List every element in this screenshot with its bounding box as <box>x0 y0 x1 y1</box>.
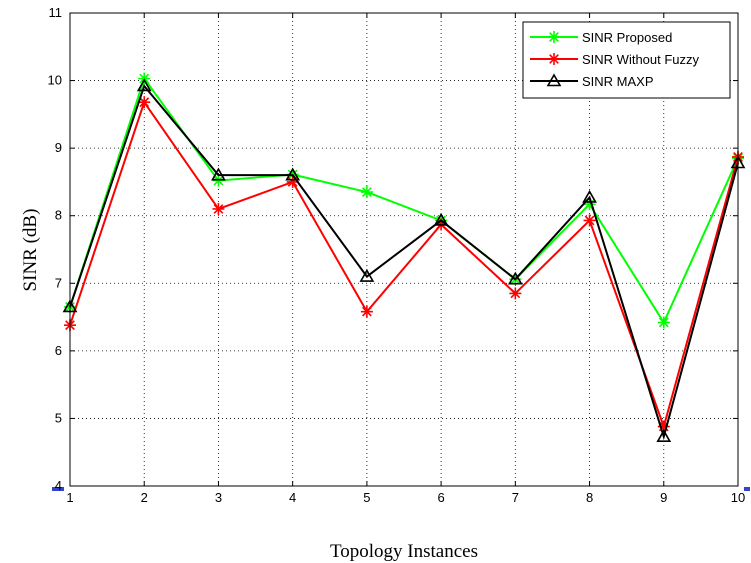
legend: SINR Proposed SINR Without Fuzzy SINR MAXP <box>522 21 731 99</box>
data-point-marker <box>583 214 596 227</box>
x-tick-label: 8 <box>586 490 593 505</box>
data-point-marker <box>359 268 375 282</box>
y-tick-label: 4 <box>55 478 62 493</box>
y-tick-label: 7 <box>55 275 62 290</box>
y-axis-label: SINR (dB) <box>20 209 41 292</box>
x-tick-label: 4 <box>289 490 296 505</box>
x-tick-label: 10 <box>731 490 745 505</box>
x-tick-label: 7 <box>512 490 519 505</box>
x-tick-label: 5 <box>363 490 370 505</box>
left-decoration-bar <box>52 487 64 491</box>
legend-entry: SINR Proposed <box>530 30 672 45</box>
data-point-marker <box>656 429 672 442</box>
series-line <box>69 83 739 441</box>
data-point-marker <box>211 167 226 181</box>
legend-marker <box>546 73 562 87</box>
data-point-marker <box>212 202 225 215</box>
legend-entry: SINR MAXP <box>530 73 654 89</box>
x-tick-label: 3 <box>215 490 222 505</box>
legend-marker <box>548 53 560 65</box>
data-point-marker <box>212 174 225 187</box>
data-point-marker <box>138 96 151 109</box>
y-tick-label: 10 <box>48 73 62 88</box>
legend-marker <box>548 31 560 43</box>
y-tick-label: 8 <box>55 208 62 223</box>
x-axis-label: Topology Instances <box>330 541 478 562</box>
legend-label: SINR Without Fuzzy <box>582 52 700 67</box>
y-tick-label: 11 <box>49 5 63 20</box>
x-tick-label: 2 <box>141 490 148 505</box>
legend-label: SINR MAXP <box>582 74 654 89</box>
data-point-marker <box>285 167 301 181</box>
plot-frame <box>69 12 739 487</box>
right-decoration-bar <box>744 487 750 491</box>
data-point-marker <box>360 305 373 318</box>
x-tick-labels: 1 2 3 4 5 6 7 8 9 10 <box>66 13 745 505</box>
legend-label: SINR Proposed <box>582 30 672 45</box>
data-point-marker <box>433 212 449 226</box>
data-point-marker <box>582 189 597 203</box>
x-tick-label: 9 <box>660 490 667 505</box>
x-tick-label: 1 <box>66 490 73 505</box>
grid-lines <box>70 13 738 486</box>
y-tick-label: 6 <box>55 343 62 358</box>
x-tick-label: 6 <box>437 490 444 505</box>
y-tick-label: 5 <box>55 410 62 425</box>
y-tick-label: 9 <box>55 140 62 155</box>
data-point-marker <box>136 78 152 92</box>
y-tick-labels: 4 5 6 7 8 9 10 11 <box>48 5 738 493</box>
series-line <box>69 99 739 430</box>
data-point-marker <box>507 271 523 285</box>
series-layer <box>62 72 746 442</box>
data-point-marker <box>360 186 373 199</box>
data-point-marker <box>657 316 670 329</box>
data-point-marker <box>509 287 522 300</box>
legend-entry: SINR Without Fuzzy <box>530 52 700 67</box>
